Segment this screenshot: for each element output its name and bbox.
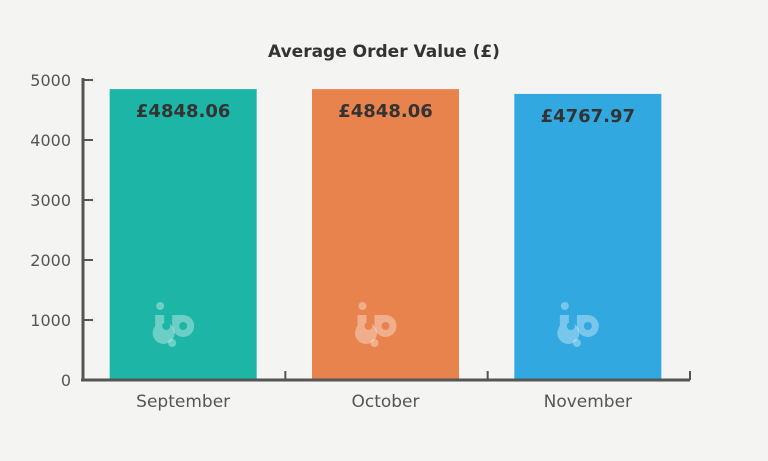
bar [312, 89, 459, 381]
bp-logo-icon [557, 302, 599, 347]
bar-value-label: £4848.06 [338, 101, 433, 122]
y-tick-label: 4000 [30, 131, 71, 150]
bar-value-label: £4848.06 [136, 101, 231, 122]
y-axis: 0 1000 2000 3000 4000 5000 [30, 71, 93, 390]
y-tick-label: 3000 [30, 191, 71, 210]
bp-logo-icon [152, 302, 195, 347]
x-tick-label: October [351, 392, 419, 412]
y-tick-label: 2000 [30, 251, 71, 270]
x-tick-label: November [544, 392, 632, 412]
x-axis: September October November [81, 371, 691, 412]
y-tick-label: 0 [61, 371, 71, 390]
bars: £4848.06 £4848.06 £4767.97 [109, 89, 662, 381]
y-tick-label: 5000 [30, 71, 71, 90]
bar [514, 93, 662, 380]
bar-value-label: £4767.97 [541, 106, 636, 127]
bar [109, 89, 257, 381]
bar-group: £4848.06 [109, 89, 257, 381]
x-tick-label: September [136, 392, 230, 412]
bar-group: £4848.06 [312, 89, 459, 381]
bar-group: £4767.97 [514, 93, 662, 380]
y-tick-label: 1000 [30, 311, 71, 330]
chart-title: Average Order Value (£) [268, 42, 500, 62]
bp-logo-icon [354, 302, 397, 347]
